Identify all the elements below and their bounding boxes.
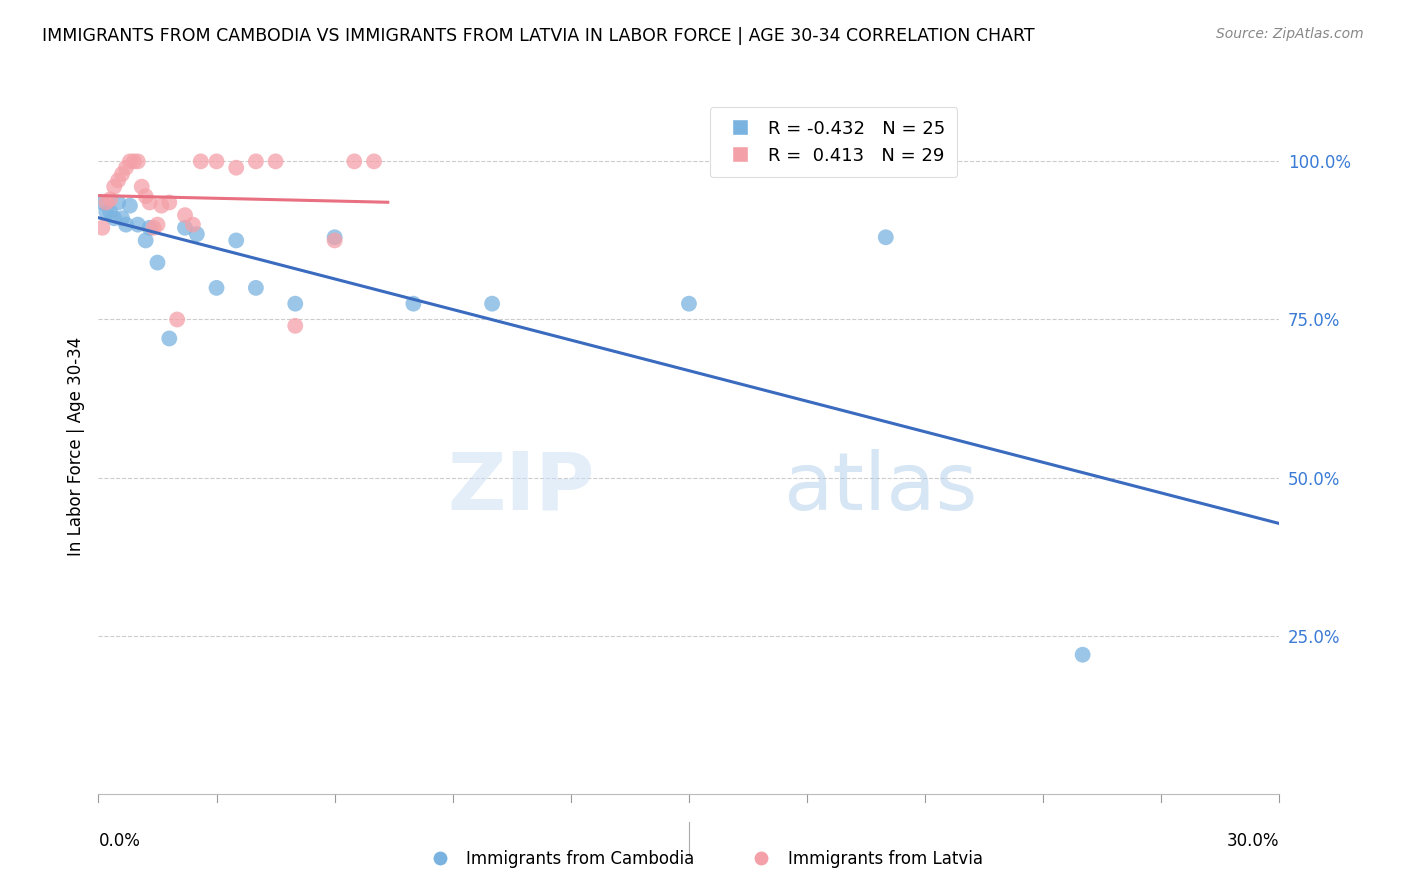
- Point: [111, 211, 134, 226]
- Point: [115, 218, 138, 232]
- Legend: Immigrants from Cambodia, Immigrants from Latvia: Immigrants from Cambodia, Immigrants fro…: [416, 844, 990, 875]
- Point: [363, 154, 385, 169]
- Point: [284, 296, 307, 310]
- Point: [103, 179, 125, 194]
- Point: [98, 205, 121, 219]
- Point: [174, 220, 197, 235]
- Point: [205, 154, 228, 169]
- Point: [174, 208, 197, 222]
- Y-axis label: In Labor Force | Age 30-34: In Labor Force | Age 30-34: [66, 336, 84, 556]
- Point: [323, 234, 346, 248]
- Point: [115, 161, 138, 175]
- Point: [284, 318, 307, 333]
- Point: [122, 154, 145, 169]
- Point: [131, 179, 153, 194]
- Point: [135, 234, 157, 248]
- Text: IMMIGRANTS FROM CAMBODIA VS IMMIGRANTS FROM LATVIA IN LABOR FORCE | AGE 30-34 CO: IMMIGRANTS FROM CAMBODIA VS IMMIGRANTS F…: [42, 27, 1035, 45]
- Point: [245, 154, 267, 169]
- Point: [118, 199, 141, 213]
- Point: [138, 220, 160, 235]
- Point: [118, 154, 141, 169]
- Point: [127, 218, 149, 232]
- Point: [150, 199, 173, 213]
- Text: 0.0%: 0.0%: [98, 832, 141, 850]
- Point: [225, 161, 247, 175]
- Point: [107, 173, 129, 187]
- Legend: R = -0.432   N = 25, R =  0.413   N = 29: R = -0.432 N = 25, R = 0.413 N = 29: [710, 107, 957, 178]
- Point: [127, 154, 149, 169]
- Point: [157, 331, 180, 345]
- Point: [107, 195, 129, 210]
- Text: Source: ZipAtlas.com: Source: ZipAtlas.com: [1216, 27, 1364, 41]
- Point: [245, 281, 267, 295]
- Point: [343, 154, 366, 169]
- Text: ZIP: ZIP: [447, 449, 595, 527]
- Point: [190, 154, 212, 169]
- Point: [875, 230, 897, 244]
- Point: [103, 211, 125, 226]
- Text: atlas: atlas: [783, 449, 977, 527]
- Point: [186, 227, 208, 241]
- Point: [402, 296, 425, 310]
- Point: [205, 281, 228, 295]
- Point: [142, 220, 165, 235]
- Point: [111, 167, 134, 181]
- Point: [91, 220, 114, 235]
- Point: [146, 255, 169, 269]
- Point: [138, 195, 160, 210]
- Point: [678, 296, 700, 310]
- Point: [264, 154, 287, 169]
- Point: [98, 192, 121, 206]
- Point: [323, 230, 346, 244]
- Point: [91, 195, 114, 210]
- Point: [96, 195, 118, 210]
- Point: [181, 218, 204, 232]
- Point: [166, 312, 188, 326]
- Point: [146, 218, 169, 232]
- Point: [1071, 648, 1094, 662]
- Point: [135, 189, 157, 203]
- Point: [96, 205, 118, 219]
- Text: 30.0%: 30.0%: [1227, 832, 1279, 850]
- Point: [157, 195, 180, 210]
- Point: [481, 296, 503, 310]
- Point: [225, 234, 247, 248]
